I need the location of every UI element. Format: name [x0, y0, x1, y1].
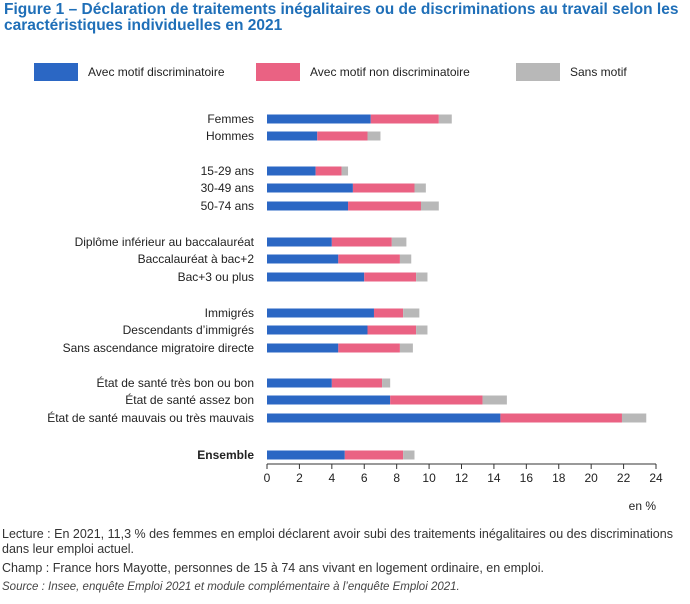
bar-segment-non-discriminatoire — [367, 325, 417, 335]
bar-segment-discriminatoire — [267, 201, 349, 211]
category-label: 15-29 ans — [201, 164, 254, 178]
bar-segment-discriminatoire — [267, 183, 353, 193]
bar-segment-discriminatoire — [267, 114, 371, 124]
note-champ: Champ : France hors Mayotte, personnes d… — [2, 561, 544, 575]
bar-segment-discriminatoire — [267, 166, 316, 176]
note-lecture: Lecture : En 2021, 11,3 % des femmes en … — [2, 527, 673, 556]
bar-segment-discriminatoire — [267, 413, 501, 423]
bar-segment-non-discriminatoire — [390, 395, 483, 405]
x-tick-label: 20 — [584, 471, 598, 485]
bar-segment-non-discriminatoire — [344, 450, 404, 460]
bar-segment-sans-motif — [391, 237, 407, 247]
bar-segment-non-discriminatoire — [331, 378, 383, 388]
bar-segment-sans-motif — [403, 450, 415, 460]
category-label: Descendants d’immigrés — [123, 323, 254, 337]
note-source: Source : Insee, enquête Emploi 2021 et m… — [2, 581, 460, 593]
x-tick-label: 4 — [328, 471, 335, 485]
x-tick-label: 24 — [649, 471, 663, 485]
category-label: Diplôme inférieur au baccalauréat — [75, 235, 255, 249]
legend-item-sans-motif: Sans motif — [516, 62, 627, 82]
bar-segment-sans-motif — [416, 272, 428, 282]
bar-segment-sans-motif — [438, 114, 452, 124]
legend-item-non-discriminatoire: Avec motif non discriminatoire — [256, 62, 470, 82]
category-label: Bac+3 ou plus — [178, 270, 254, 284]
bar-segment-sans-motif — [420, 201, 439, 211]
x-tick-label: 10 — [422, 471, 436, 485]
x-tick-label: 22 — [617, 471, 631, 485]
category-label: 50-74 ans — [201, 199, 254, 213]
x-tick-label: 14 — [487, 471, 501, 485]
bar-segment-discriminatoire — [267, 131, 318, 141]
category-label: Sans ascendance migratoire directe — [63, 341, 255, 355]
bar-segment-non-discriminatoire — [338, 254, 400, 264]
bar-segment-sans-motif — [367, 131, 381, 141]
bar-segment-discriminatoire — [267, 237, 332, 247]
bar-segment-discriminatoire — [267, 325, 368, 335]
x-unit-label: en % — [629, 499, 657, 513]
bar-segment-sans-motif — [399, 254, 412, 264]
bar-segment-non-discriminatoire — [373, 308, 404, 318]
bar-segment-sans-motif — [416, 325, 428, 335]
x-tick-label: 18 — [552, 471, 566, 485]
bar-segment-non-discriminatoire — [352, 183, 415, 193]
bar-segment-sans-motif — [382, 378, 391, 388]
bar-segment-non-discriminatoire — [370, 114, 439, 124]
x-tick-label: 2 — [296, 471, 303, 485]
bar-segment-non-discriminatoire — [315, 166, 342, 176]
bar-segment-sans-motif — [399, 343, 413, 353]
bar-segment-discriminatoire — [267, 272, 365, 282]
category-label: Ensemble — [197, 448, 254, 462]
legend-item-discriminatoire: Avec motif discriminatoire — [34, 62, 225, 82]
legend: Avec motif discriminatoire Avec motif no… — [0, 62, 690, 84]
bar-segment-discriminatoire — [267, 378, 332, 388]
bar-segment-non-discriminatoire — [364, 272, 417, 282]
bar-segment-sans-motif — [621, 413, 647, 423]
notes: Lecture : En 2021, 11,3 % des femmes en … — [2, 527, 688, 599]
bar-segment-discriminatoire — [267, 450, 345, 460]
chart-plot: Femmes Hommes 15-29 ans 30-49 ans 50-74 ans D… — [47, 112, 663, 513]
bar-segment-sans-motif — [403, 308, 420, 318]
chart-title: Figure 1 – Déclaration de traitements in… — [4, 1, 679, 34]
bar-segment-non-discriminatoire — [500, 413, 622, 423]
legend-label-sans-motif: Sans motif — [570, 65, 627, 79]
legend-swatch-non-discriminatoire — [256, 63, 300, 81]
legend-swatch-sans-motif — [516, 63, 560, 81]
category-label: État de santé mauvais ou très mauvais — [47, 410, 254, 425]
bar-segment-non-discriminatoire — [331, 237, 392, 247]
x-tick-label: 6 — [361, 471, 368, 485]
bar-segment-non-discriminatoire — [348, 201, 421, 211]
bar-segment-discriminatoire — [267, 395, 391, 405]
x-tick-label: 8 — [393, 471, 400, 485]
x-tick-label: 16 — [520, 471, 534, 485]
bar-segment-discriminatoire — [267, 254, 339, 264]
category-label: État de santé assez bon — [125, 392, 254, 407]
bar-segment-non-discriminatoire — [338, 343, 400, 353]
category-label: Hommes — [206, 129, 254, 143]
x-tick-label: 0 — [264, 471, 271, 485]
bar-segment-sans-motif — [482, 395, 507, 405]
bar-segment-sans-motif — [414, 183, 426, 193]
category-label: Femmes — [207, 112, 254, 126]
category-label: 30-49 ans — [201, 181, 254, 195]
category-label: État de santé très bon ou bon — [97, 375, 254, 390]
bar-segment-discriminatoire — [267, 343, 339, 353]
bar-segment-sans-motif — [341, 166, 349, 176]
bar-segment-non-discriminatoire — [317, 131, 368, 141]
category-label: Immigrés — [205, 306, 254, 320]
legend-swatch-discriminatoire — [34, 63, 78, 81]
legend-label-discriminatoire: Avec motif discriminatoire — [88, 65, 225, 79]
bar-segment-discriminatoire — [267, 308, 374, 318]
category-label: Baccalauréat à bac+2 — [138, 252, 255, 266]
legend-label-non-discriminatoire: Avec motif non discriminatoire — [310, 65, 470, 79]
x-tick-label: 12 — [455, 471, 469, 485]
